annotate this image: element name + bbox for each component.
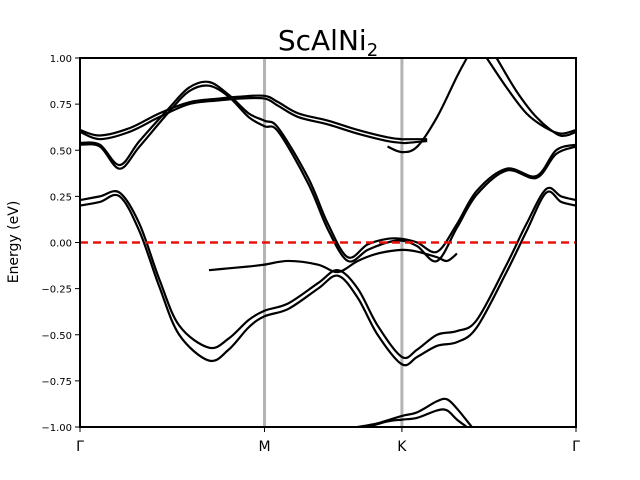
y-tick-label: 0.00 (50, 239, 72, 250)
y-axis-label: Energy (eV) (6, 201, 22, 284)
y-tick-label: 0.75 (50, 100, 72, 111)
band-line (80, 186, 576, 360)
y-tick-label: −1.00 (41, 423, 72, 434)
chart-title: ScAlNi2 (278, 24, 378, 61)
band-line (367, 408, 468, 427)
chart-title-main: ScAlNi (278, 24, 367, 57)
x-tick-label: K (397, 439, 407, 455)
x-tick-label: Γ (76, 439, 84, 455)
band-line (80, 84, 576, 263)
band-line (485, 58, 576, 135)
y-tick-label: −0.75 (41, 377, 72, 388)
x-tick-label: Γ (572, 439, 580, 455)
y-tick-label: 0.50 (50, 146, 72, 157)
y-tick-label: 1.00 (50, 54, 72, 65)
band-line (357, 397, 473, 427)
y-tick-label: 0.25 (50, 192, 72, 203)
bands (80, 58, 576, 427)
band-line (80, 96, 428, 145)
band-line (208, 248, 458, 274)
band-line (80, 190, 576, 367)
band-line (387, 58, 468, 154)
y-tick-label: −0.25 (41, 285, 72, 296)
y-tick-label: −0.50 (41, 331, 72, 342)
plot-area: −1.00 −0.75 −0.50 −0.25 0.00 0.25 0.50 0.75 1.00… (41, 54, 580, 455)
band-line (80, 80, 576, 259)
band-line (80, 94, 428, 141)
band-line (495, 58, 576, 137)
x-tick-label: M (258, 439, 270, 455)
chart-title-subscript: 2 (367, 40, 378, 61)
